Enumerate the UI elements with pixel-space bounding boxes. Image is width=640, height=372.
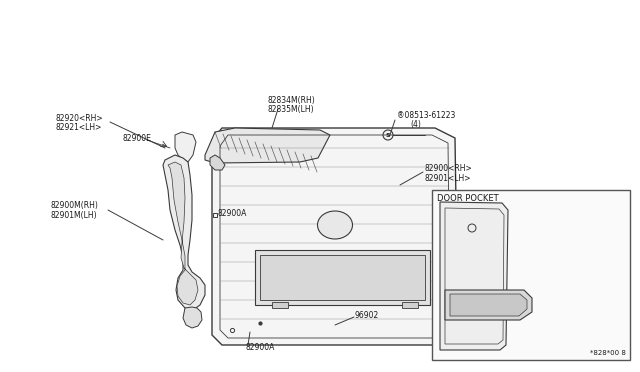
Text: 82921<LH>: 82921<LH> xyxy=(55,122,101,131)
Polygon shape xyxy=(210,155,225,170)
Text: 82900M(RH): 82900M(RH) xyxy=(50,201,98,209)
Polygon shape xyxy=(175,132,196,162)
Text: (4): (4) xyxy=(410,119,421,128)
Text: S: S xyxy=(386,132,390,138)
Polygon shape xyxy=(440,202,508,350)
Text: 82900<RH>: 82900<RH> xyxy=(425,164,473,173)
Bar xyxy=(402,302,418,308)
Bar xyxy=(260,255,425,300)
Text: 82910N: 82910N xyxy=(525,317,555,327)
Polygon shape xyxy=(450,294,527,316)
Bar xyxy=(255,250,430,305)
Text: 82901<LH>: 82901<LH> xyxy=(520,250,566,260)
Text: 82920<RH>: 82920<RH> xyxy=(55,113,102,122)
Polygon shape xyxy=(445,290,532,320)
Text: 82910M: 82910M xyxy=(540,294,571,302)
Text: 82834M(RH): 82834M(RH) xyxy=(268,96,316,105)
Text: 96902: 96902 xyxy=(355,311,380,320)
Polygon shape xyxy=(163,155,205,310)
Polygon shape xyxy=(212,128,458,345)
Text: 82901M(LH): 82901M(LH) xyxy=(50,211,97,219)
Bar xyxy=(432,190,630,360)
Text: DOOR POCKET: DOOR POCKET xyxy=(437,193,499,202)
Ellipse shape xyxy=(317,211,353,239)
Text: 82900A: 82900A xyxy=(218,208,248,218)
Text: 82901<LH>: 82901<LH> xyxy=(425,173,472,183)
Polygon shape xyxy=(168,162,198,305)
Text: 82900<RH>: 82900<RH> xyxy=(520,241,568,250)
Text: *828*00 8: *828*00 8 xyxy=(590,350,626,356)
Text: 82900E: 82900E xyxy=(122,134,151,142)
Text: ®08513-61223: ®08513-61223 xyxy=(397,110,456,119)
Text: 82835M(LH): 82835M(LH) xyxy=(268,105,315,113)
Text: 82900A: 82900A xyxy=(245,343,275,353)
Polygon shape xyxy=(183,307,202,328)
Polygon shape xyxy=(205,128,330,163)
Bar xyxy=(272,302,288,308)
